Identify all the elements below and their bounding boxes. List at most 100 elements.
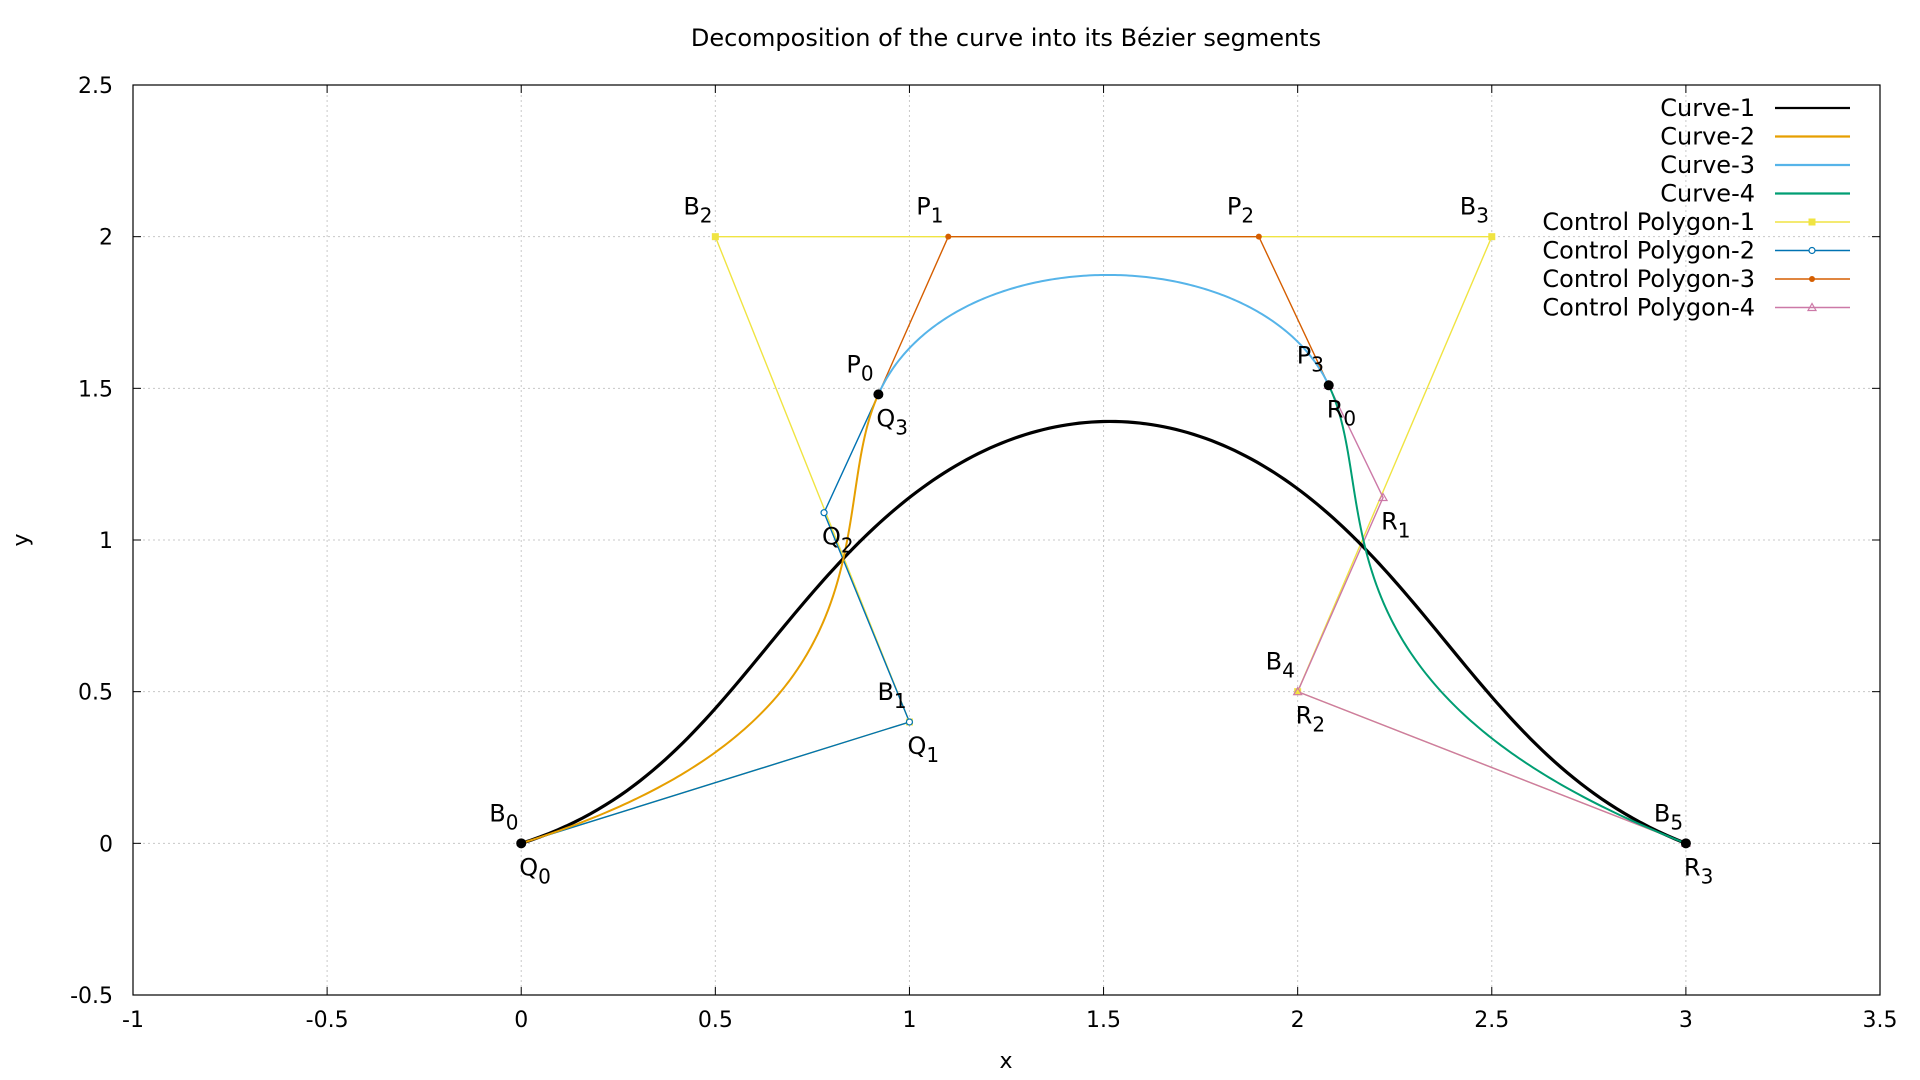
- x-tick-label: 2.5: [1474, 1008, 1509, 1033]
- point-label-letter: P: [916, 193, 930, 221]
- legend-entry-marker: [1808, 246, 1816, 255]
- control-polygon-1-marker: [1488, 233, 1496, 241]
- point-label-subscript: 1: [931, 204, 944, 228]
- point-label: R3: [1684, 853, 1713, 888]
- x-tick-label: -1: [122, 1008, 144, 1033]
- y-tick-label: 2.5: [78, 74, 113, 99]
- point-label-subscript: 5: [1670, 810, 1683, 834]
- legend-entry-label: Control Polygon-4: [1542, 294, 1755, 322]
- point-label-subscript: 0: [538, 864, 551, 888]
- legend-entry-marker: [1808, 218, 1816, 226]
- point-label-letter: R: [1381, 508, 1398, 536]
- x-tick-label: -0.5: [306, 1008, 349, 1033]
- point-label-subscript: 1: [1398, 519, 1411, 543]
- control-polygon-1-marker: [1294, 688, 1302, 696]
- y-axis-label: y: [9, 533, 34, 546]
- control-polygon-2-marker: [820, 509, 828, 517]
- point-label: B2: [683, 193, 712, 228]
- curve-2-line: [520, 393, 880, 845]
- point-label-letter: R: [1684, 853, 1701, 881]
- y-tick-label: 0.5: [78, 681, 113, 706]
- legend-entry-label: Curve-1: [1660, 94, 1755, 122]
- point-label: R0: [1327, 395, 1356, 430]
- point-label-letter: R: [1296, 702, 1313, 730]
- point-label-subscript: 0: [861, 361, 874, 385]
- curve-1-line: [520, 419, 1687, 845]
- control-polygon-3-marker: [945, 233, 952, 240]
- legend-entry-marker: [1806, 302, 1818, 312]
- control-polygon-4-marker: [1378, 492, 1389, 502]
- x-tick-label: 0: [514, 1008, 528, 1033]
- y-tick-label: 0: [99, 832, 113, 857]
- x-tick-label: 1: [902, 1008, 916, 1033]
- y-tick-label: 1: [99, 529, 113, 554]
- point-label-letter: R: [1327, 395, 1344, 423]
- x-tick-label: 3.5: [1863, 1008, 1898, 1033]
- point-label: P1: [916, 193, 943, 228]
- legend-entry-label: Control Polygon-1: [1542, 208, 1755, 236]
- point-label-letter: B: [1266, 648, 1282, 676]
- legend-entry-label: Control Polygon-2: [1542, 237, 1755, 265]
- plot-series: [520, 235, 1687, 845]
- point-label-subscript: 2: [1241, 204, 1254, 228]
- control-polygon-1-marker: [711, 233, 719, 241]
- point-label-letter: B: [877, 678, 893, 706]
- control-polygon-4-marker: [1292, 686, 1303, 696]
- junction-point: [516, 838, 527, 849]
- y-tick-label: 1.5: [78, 377, 113, 402]
- point-label: P2: [1227, 193, 1254, 228]
- point-label-subscript: 0: [1343, 406, 1356, 430]
- point-label-subscript: 1: [894, 689, 907, 713]
- legend-entry-marker: [1809, 276, 1815, 282]
- junction-point: [873, 389, 884, 400]
- point-label-letter: P: [1227, 193, 1241, 221]
- control-polygon-3-marker: [1255, 233, 1262, 240]
- point-label-subscript: 3: [1311, 352, 1324, 376]
- x-tick-label: 2: [1291, 1008, 1305, 1033]
- point-label: Q1: [907, 732, 939, 767]
- axis-ticks: -1 -0.5 0 0.5 1 1.5 2 2.5 3 3.5 -0.5 0 0.5 1 1.5 2 2.5: [70, 74, 1897, 1033]
- point-label-letter: P: [846, 350, 860, 378]
- x-axis-label: x: [999, 1049, 1012, 1074]
- control-polygon-3-line: [877, 235, 1330, 395]
- point-label: B0: [489, 799, 518, 834]
- y-tick-label: -0.5: [70, 984, 113, 1009]
- point-label: P3: [1297, 341, 1324, 376]
- point-label-letter: Q: [907, 732, 926, 760]
- point-label: Q3: [876, 404, 908, 439]
- point-label: B3: [1460, 193, 1489, 228]
- junction-point: [1323, 380, 1334, 391]
- point-label: Q0: [519, 853, 551, 888]
- point-label-letter: B: [683, 193, 699, 221]
- x-tick-label: 1.5: [1086, 1008, 1121, 1033]
- x-tick-label: 0.5: [698, 1008, 733, 1033]
- point-label-subscript: 4: [1282, 659, 1295, 683]
- point-label-letter: B: [1654, 799, 1670, 827]
- legend-entry-label: Curve-3: [1660, 151, 1755, 179]
- y-tick-label: 2: [99, 226, 113, 251]
- point-label-letter: Q: [822, 523, 841, 551]
- point-label: B1: [877, 678, 906, 713]
- legend-entry-label: Control Polygon-3: [1542, 265, 1755, 293]
- point-label: P0: [846, 350, 873, 385]
- point-label-subscript: 1: [926, 743, 939, 767]
- point-label-subscript: 2: [700, 204, 713, 228]
- curve-3-line: [877, 273, 1330, 395]
- x-tick-label: 3: [1679, 1008, 1693, 1033]
- point-label: R1: [1381, 508, 1410, 543]
- chart-title: Decomposition of the curve into its Bézi…: [691, 24, 1321, 52]
- plot-markers: [516, 233, 1691, 849]
- point-label: B4: [1266, 648, 1295, 683]
- point-label: Q2: [822, 523, 854, 558]
- point-label-letter: B: [1460, 193, 1476, 221]
- point-label-letter: B: [489, 799, 505, 827]
- junction-point: [1680, 838, 1691, 849]
- point-label-subscript: 3: [1476, 204, 1489, 228]
- control-polygon-2-marker: [905, 718, 914, 726]
- point-label: B5: [1654, 799, 1683, 834]
- point-label-subscript: 0: [506, 810, 519, 834]
- legend-entry-label: Curve-4: [1660, 180, 1755, 208]
